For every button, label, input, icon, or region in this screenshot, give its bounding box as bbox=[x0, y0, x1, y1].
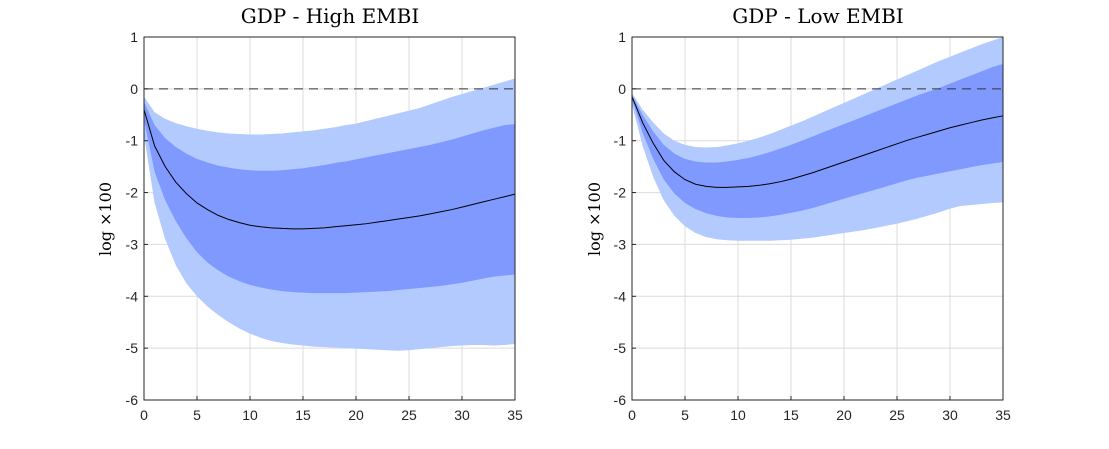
median-line-group bbox=[631, 96, 1004, 188]
x-tick-label: 30 bbox=[942, 407, 958, 423]
x-tick-labels: 0 5 10 15 20 25 30 35 bbox=[140, 396, 523, 423]
panel-gdp-low-embi: GDP - Low EMBI log ×100 0 5 10 15 20 25 30 35 1… bbox=[585, 4, 1011, 423]
y-tick-label: -6 bbox=[126, 392, 139, 408]
x-tick-label: 10 bbox=[730, 407, 746, 423]
y-tick-label: -3 bbox=[126, 236, 139, 252]
y-tick-labels: 1 0 -1 -2 -3 -4 -5 -6 bbox=[614, 29, 636, 408]
median-line bbox=[143, 109, 516, 230]
y-tick-label: -6 bbox=[614, 392, 627, 408]
axes-box bbox=[631, 36, 1004, 401]
x-tick-label: 0 bbox=[628, 407, 636, 423]
x-tick-label: 20 bbox=[348, 407, 364, 423]
y-axis-label: log ×100 bbox=[585, 182, 604, 256]
x-tick-label: 5 bbox=[193, 407, 201, 423]
y-tick-label: -1 bbox=[126, 133, 139, 149]
y-tick-label: -3 bbox=[614, 236, 627, 252]
x-tick-label: 15 bbox=[295, 407, 311, 423]
y-tick-label: 0 bbox=[618, 81, 626, 97]
confidence-bands bbox=[632, 37, 1003, 241]
x-tick-label: 25 bbox=[889, 407, 905, 423]
y-tick-label: 1 bbox=[130, 29, 138, 45]
x-tick-labels: 0 5 10 15 20 25 30 35 bbox=[628, 396, 1011, 423]
x-tick-label: 5 bbox=[681, 407, 689, 423]
inner-confidence-band bbox=[144, 101, 515, 294]
x-tick-label: 20 bbox=[836, 407, 852, 423]
axes-box bbox=[143, 36, 516, 401]
panel-gdp-high-embi: GDP - High EMBI log ×100 0 5 10 15 20 25 30 35 … bbox=[96, 4, 523, 423]
x-tick-label: 35 bbox=[995, 407, 1011, 423]
y-tick-label: 0 bbox=[130, 81, 138, 97]
y-tick-label: -5 bbox=[614, 340, 627, 356]
y-axis-label: log ×100 bbox=[96, 182, 115, 256]
x-tick-label: 35 bbox=[507, 407, 523, 423]
y-tick-label: -4 bbox=[126, 288, 139, 304]
x-tick-label: 0 bbox=[140, 407, 148, 423]
median-line bbox=[631, 96, 1004, 188]
confidence-bands bbox=[144, 78, 515, 351]
y-tick-label: -2 bbox=[126, 185, 139, 201]
chart-title: GDP - High EMBI bbox=[241, 4, 420, 28]
y-tick-labels: 1 0 -1 -2 -3 -4 -5 -6 bbox=[126, 29, 148, 408]
chart-title: GDP - Low EMBI bbox=[732, 4, 903, 28]
y-tick-label: -4 bbox=[614, 288, 627, 304]
y-tick-label: -5 bbox=[126, 340, 139, 356]
x-tick-label: 15 bbox=[783, 407, 799, 423]
y-tick-label: -2 bbox=[614, 185, 627, 201]
x-tick-label: 10 bbox=[242, 407, 258, 423]
y-tick-label: -1 bbox=[614, 133, 627, 149]
inner-confidence-band bbox=[632, 63, 1003, 218]
x-tick-label: 30 bbox=[454, 407, 470, 423]
y-tick-label: 1 bbox=[618, 29, 626, 45]
x-tick-label: 25 bbox=[401, 407, 417, 423]
median-line-group bbox=[143, 109, 516, 230]
